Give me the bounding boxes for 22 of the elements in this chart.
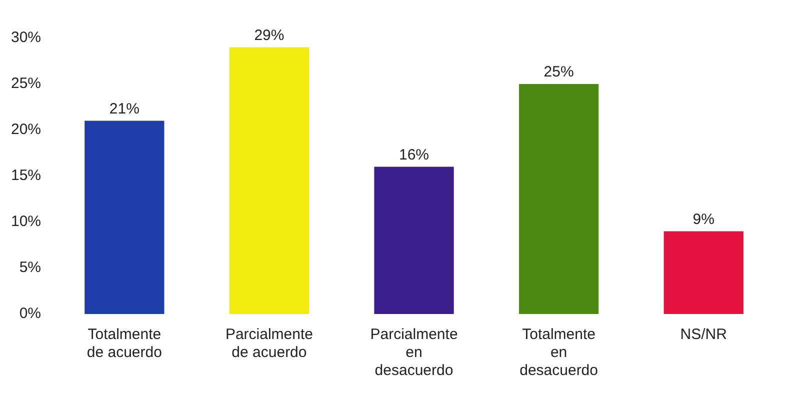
bar xyxy=(518,84,599,314)
x-tick-label: Parcialmente de acuerdo xyxy=(225,326,313,362)
x-tick-label: Totalmente de acuerdo xyxy=(86,326,162,362)
y-tick-label: 0% xyxy=(19,305,42,322)
y-tick-label: 5% xyxy=(19,259,42,276)
y-tick-label: 10% xyxy=(10,213,42,230)
bar xyxy=(374,166,454,314)
y-tick-label: 15% xyxy=(10,167,42,184)
data-label: 9% xyxy=(692,210,714,228)
data-label: 21% xyxy=(109,100,140,118)
x-tick-label: Totalmente en desacuerdo xyxy=(520,326,598,380)
y-tick-label: 20% xyxy=(10,121,42,138)
bar xyxy=(84,120,164,314)
bar xyxy=(664,231,744,314)
x-tick-label: NS/NR xyxy=(680,326,728,344)
y-tick-label: 25% xyxy=(10,75,42,92)
data-label: 25% xyxy=(544,64,574,81)
data-label: 16% xyxy=(398,146,430,164)
data-label: 29% xyxy=(254,26,284,44)
x-tick-label: Parcialmente en desacuerdo xyxy=(370,326,458,380)
bar xyxy=(229,47,310,314)
y-tick-label: 30% xyxy=(10,29,42,46)
